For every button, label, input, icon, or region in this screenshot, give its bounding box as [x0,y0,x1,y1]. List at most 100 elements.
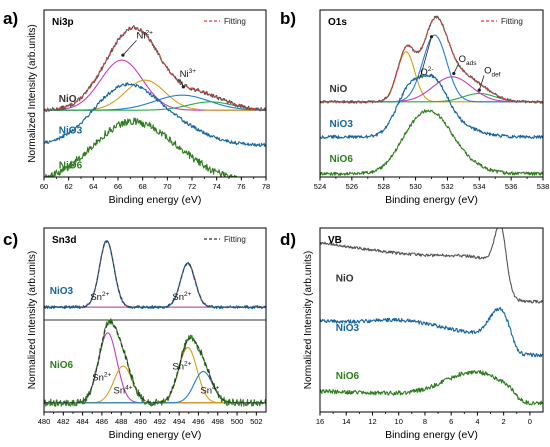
plot-area [44,10,266,177]
x-tick-label: 2 [502,417,506,426]
series-nio3 [320,73,543,140]
plot-frame [43,227,267,413]
panel-vb: NiO NiO3 NiO6 VB 16 14 12 10 8 6 4 2 0 Binding energy… [280,227,544,441]
annotation-arrowhead [181,85,185,89]
x-tick-label: 528 [377,182,390,191]
annotation-arrowhead [429,35,434,39]
peak-label: Oads [459,54,478,67]
annotation-arrow [478,75,485,91]
plot-content [320,228,543,406]
peak-label: Sn2+ [172,291,191,303]
x-tick-label: 62 [64,182,72,191]
y-axis-label: Normalized Intensity (arb.units) [303,251,314,389]
x-axis-label: Binding energy (eV) [109,194,202,206]
peak-label: Sn4+ [200,385,219,397]
series-label: NiO3 [336,323,360,334]
x-tick-label: 4 [475,417,479,426]
x-axis-label: Binding energy (eV) [385,429,478,441]
peak-label: Ni3+ [180,68,197,80]
series-label: NiO3 [50,286,74,297]
series-nio [320,228,543,304]
series-label: NiO6 [59,161,83,172]
x-tick-label: 488 [115,417,128,426]
x-axis-label: Binding energy (eV) [385,194,478,206]
series-nio6 [320,109,543,176]
x-tick-label: 498 [211,417,224,426]
peak-label: Sn2+ [92,372,111,384]
fitting-curve-0 [320,16,543,103]
x-tick-label: 490 [134,417,147,426]
panel-ni3p: Ni2+ Ni3+ NiO NiO3 NiO6 Ni3p Fitting 60 62 64 66 68… [3,9,270,206]
plot-content [320,15,543,176]
legend-label: Fitting [224,17,246,26]
x-tick-label: 8 [423,417,427,426]
series-nio6 [320,369,543,406]
x-tick-label: 60 [40,182,48,191]
panel-title: Ni3p [52,17,74,28]
x-tick-label: 494 [173,417,186,426]
series-nio6 [45,117,255,177]
x-tick-label: 0 [528,417,532,426]
peak-label: O2- [420,66,433,78]
panel-title: VB [328,235,342,246]
x-tick-label: 538 [537,182,550,191]
x-tick-label: 64 [89,182,97,191]
x-axis-label: Binding energy (eV) [109,429,202,441]
x-tick-label: 78 [262,182,270,191]
x-tick-label: 480 [38,417,51,426]
y-axis-label: Normalized Intensity (arb.units) [27,24,38,162]
series-nio3 [320,306,543,358]
component-peak-0-3 [44,101,266,111]
y-axis-label: Normalized Intensity (arb.units) [27,251,38,389]
x-tick-label: 72 [188,182,196,191]
annotation-arrow [122,40,137,56]
series-label: NiO [330,84,348,95]
x-tick-label: 10 [395,417,403,426]
x-tick-label: 492 [154,417,167,426]
panel-o1s: O2- Oads Odef NiO NiO3 NiO6 O1s Fitting 524 526 52… [280,9,549,206]
peak-label: Ni2+ [137,29,154,41]
panel-letter: c) [3,230,18,249]
plot-frame [319,227,544,413]
x-tick-label: 70 [163,182,171,191]
x-tick-label: 486 [96,417,109,426]
x-tick-label: 74 [212,182,220,191]
annotation-arrowhead [477,88,481,92]
series-nio6 [44,318,266,407]
x-tick-label: 482 [57,417,70,426]
x-tick-label: 68 [138,182,146,191]
series-label: NiO3 [330,119,354,130]
fitting-curve-0 [44,240,266,308]
series-label: NiO6 [336,371,360,382]
legend-label: Fitting [501,17,523,26]
x-tick-label: 496 [192,417,205,426]
annotation-arrowhead [452,71,456,76]
x-tick-label: 6 [449,417,453,426]
annotation-arrow [453,63,459,74]
x-tick-label: 526 [346,182,359,191]
plot-area [320,228,543,412]
annotation-arrow [419,36,432,78]
fitting-curve-0 [44,27,266,111]
panel-title: O1s [328,17,347,28]
series-label: NiO [336,273,354,284]
x-tick-label: 502 [250,417,263,426]
x-tick-label: 530 [409,182,422,191]
x-tick-label: 12 [368,417,376,426]
plot-area [320,10,543,177]
peak-label: Sn2+ [90,291,109,303]
x-tick-label: 524 [314,182,327,191]
x-tick-label: 484 [76,417,89,426]
legend-label: Fitting [224,235,246,244]
fitting-curve-1 [44,321,266,404]
series-label: NiO6 [330,154,354,165]
x-tick-label: 76 [237,182,245,191]
x-tick-label: 66 [114,182,122,191]
panel-letter: b) [280,9,296,28]
plot-content [44,240,266,407]
plot-content [44,25,266,177]
x-tick-label: 14 [342,417,350,426]
annotation-arrowhead [121,53,125,57]
